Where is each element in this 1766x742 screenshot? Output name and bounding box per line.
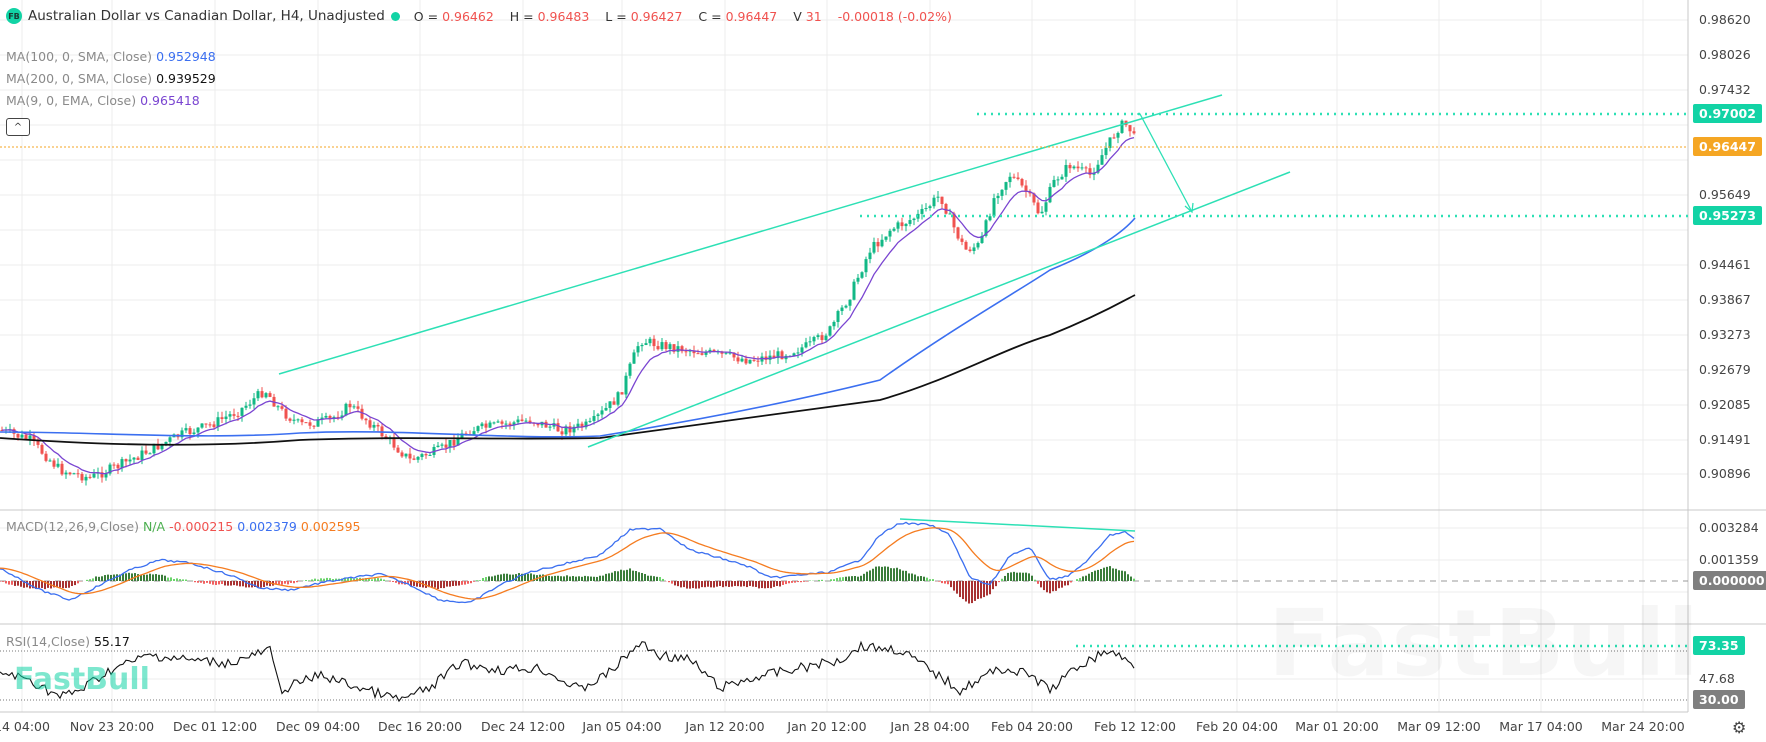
price-badge: 0.96447 [1693, 137, 1762, 156]
price-badge: 0.95273 [1693, 206, 1762, 225]
market-status-icon [390, 11, 400, 21]
legend-ma100[interactable]: MA(100, 0, SMA, Close) 0.952948 [6, 49, 216, 64]
chart-header: FB Australian Dollar vs Canadian Dollar,… [6, 8, 964, 24]
price-tick: 0.98620 [1699, 12, 1751, 27]
fastbull-logo-icon: FB [6, 8, 22, 24]
price-tick: 0.98026 [1699, 47, 1751, 62]
price-tick: 0.95649 [1699, 187, 1751, 202]
time-tick: Jan 20 12:00 [787, 719, 867, 734]
price-tick: 0.92679 [1699, 362, 1751, 377]
time-tick: Nov 23 20:00 [69, 719, 155, 734]
time-tick: Feb 12 12:00 [1093, 719, 1177, 734]
price-tick: 0.93273 [1699, 327, 1751, 342]
macd-tick: 0.003284 [1699, 520, 1759, 535]
time-tick: Dec 24 12:00 [480, 719, 566, 734]
time-tick: Dec 01 12:00 [172, 719, 258, 734]
macd-tick: 0.001359 [1699, 552, 1759, 567]
legend-ema9[interactable]: MA(9, 0, EMA, Close) 0.965418 [6, 93, 200, 108]
rsi-tick: 47.68 [1699, 671, 1735, 686]
macd-zero-badge: 0.000000 [1693, 571, 1766, 590]
time-tick: Dec 09 04:00 [275, 719, 361, 734]
price-tick: 0.94461 [1699, 257, 1751, 272]
legend-ma200[interactable]: MA(200, 0, SMA, Close) 0.939529 [6, 71, 216, 86]
time-tick: Jan 12 20:00 [685, 719, 765, 734]
rsi-legend[interactable]: RSI(14,Close) 55.17 [6, 634, 130, 649]
rsi-badge: 73.35 [1693, 636, 1745, 655]
price-tick: 0.90896 [1699, 466, 1751, 481]
price-tick: 0.92085 [1699, 397, 1751, 412]
ohlc-values: O = 0.96462 H = 0.96483 L = 0.96427 C = … [413, 8, 952, 24]
symbol-title: Australian Dollar vs Canadian Dollar, H4… [28, 8, 385, 24]
time-tick: Mar 17 04:00 [1499, 719, 1583, 734]
time-tick: Feb 20 04:00 [1195, 719, 1279, 734]
collapse-legend-button[interactable]: ^ [6, 118, 30, 136]
price-badge: 0.97002 [1693, 104, 1762, 123]
time-tick: Feb 04 20:00 [990, 719, 1074, 734]
price-tick: 0.91491 [1699, 432, 1751, 447]
time-tick: 14 04:00 [0, 719, 50, 734]
time-tick: Mar 24 20:00 [1601, 719, 1685, 734]
macd-legend[interactable]: MACD(12,26,9,Close) N/A -0.000215 0.0023… [6, 519, 361, 534]
time-tick: Mar 01 20:00 [1295, 719, 1379, 734]
time-tick: Mar 09 12:00 [1397, 719, 1481, 734]
price-tick: 0.97432 [1699, 82, 1751, 97]
price-change: -0.00018 (-0.02%) [837, 8, 952, 24]
time-tick: Dec 16 20:00 [377, 719, 463, 734]
time-tick: Jan 28 04:00 [890, 719, 970, 734]
time-tick: Jan 05 04:00 [582, 719, 662, 734]
settings-gear-icon[interactable]: ⚙ [1732, 718, 1747, 737]
rsi-badge: 30.00 [1693, 690, 1745, 709]
price-tick: 0.93867 [1699, 292, 1751, 307]
